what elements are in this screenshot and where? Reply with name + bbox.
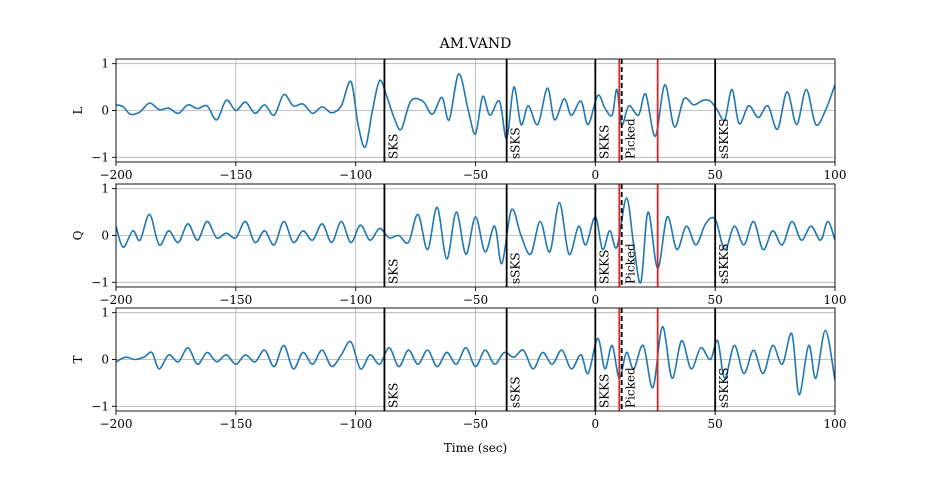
phase-label: sSKKS — [717, 118, 731, 159]
panels-group: SKS sSKS SKKS Picked sSKKS−200 −150 −100 −50 0 50… — [71, 57, 846, 431]
x-tick-label: 50 — [708, 417, 723, 431]
phase-label: SKS — [386, 134, 400, 159]
x-tick-label: 100 — [824, 168, 847, 182]
x-tick-label: −100 — [339, 417, 372, 431]
x-tick-label: −200 — [100, 293, 133, 307]
y-tick-label: −1 — [91, 275, 109, 289]
phase-label: SKKS — [597, 125, 611, 159]
x-tick-label: 50 — [708, 168, 723, 182]
phase-label: SKS — [386, 383, 400, 408]
y-tick-label: 0 — [101, 229, 109, 243]
phase-label: Picked — [624, 243, 638, 284]
waveform-line-L — [116, 73, 835, 148]
phase-label: Picked — [624, 118, 638, 159]
phase-label: sSKS — [509, 127, 523, 159]
x-tick-label: −150 — [219, 417, 252, 431]
y-axis-title-Q: Q — [71, 230, 85, 240]
panel-T: SKS sSKS SKKS Picked sSKKS −200 −150 −100 −50 0 50… — [71, 306, 846, 431]
y-axis-title-T: T — [71, 355, 85, 363]
x-axis-title: Time (sec) — [444, 441, 507, 455]
panel-content: SKS sSKS SKKS Picked sSKKS — [116, 59, 835, 162]
y-tick-label: −1 — [91, 150, 109, 164]
y-tick-label: 1 — [101, 57, 109, 71]
phase-label: sSKKS — [717, 243, 731, 284]
x-tick-label: −150 — [219, 168, 252, 182]
y-tick-label: 1 — [101, 306, 109, 320]
x-tick-label: 50 — [708, 293, 723, 307]
y-tick-label: 1 — [101, 182, 109, 196]
y-tick-label: 0 — [101, 104, 109, 118]
phase-label: sSKKS — [717, 367, 731, 408]
x-tick-label: −100 — [339, 293, 372, 307]
x-tick-label: 100 — [824, 417, 847, 431]
waveform-line-T — [116, 325, 835, 396]
y-tick-label: 0 — [101, 353, 109, 367]
panel-L: SKS sSKS SKKS Picked sSKKS −200 −150 −100 −50 0 50… — [71, 57, 846, 182]
x-tick-label: −100 — [339, 168, 372, 182]
x-tick-label: −50 — [463, 417, 488, 431]
x-tick-label: −50 — [463, 168, 488, 182]
phase-label: sSKS — [509, 252, 523, 284]
x-tick-label: 0 — [592, 417, 600, 431]
x-tick-label: −200 — [100, 168, 133, 182]
panel-content: SKS sSKS SKKS Picked sSKKS — [116, 308, 835, 411]
phase-label: sSKS — [509, 376, 523, 408]
phase-label: SKKS — [597, 374, 611, 408]
phase-label: Picked — [624, 367, 638, 408]
x-tick-label: 100 — [824, 293, 847, 307]
x-tick-label: −50 — [463, 293, 488, 307]
panel-content: SKS sSKS SKKS Picked sSKKS — [116, 184, 835, 287]
chart-title: AM.VAND — [439, 36, 512, 52]
x-tick-label: −200 — [100, 417, 133, 431]
y-axis-title-L: L — [71, 106, 85, 114]
phase-label: SKKS — [597, 250, 611, 284]
x-tick-label: 0 — [592, 168, 600, 182]
x-tick-label: 0 — [592, 293, 600, 307]
panel-Q: SKS sSKS SKKS Picked sSKKS −200 −150 −100 −50 0 50… — [71, 182, 846, 307]
x-tick-label: −150 — [219, 293, 252, 307]
y-tick-label: −1 — [91, 399, 109, 413]
phase-label: SKS — [386, 259, 400, 284]
